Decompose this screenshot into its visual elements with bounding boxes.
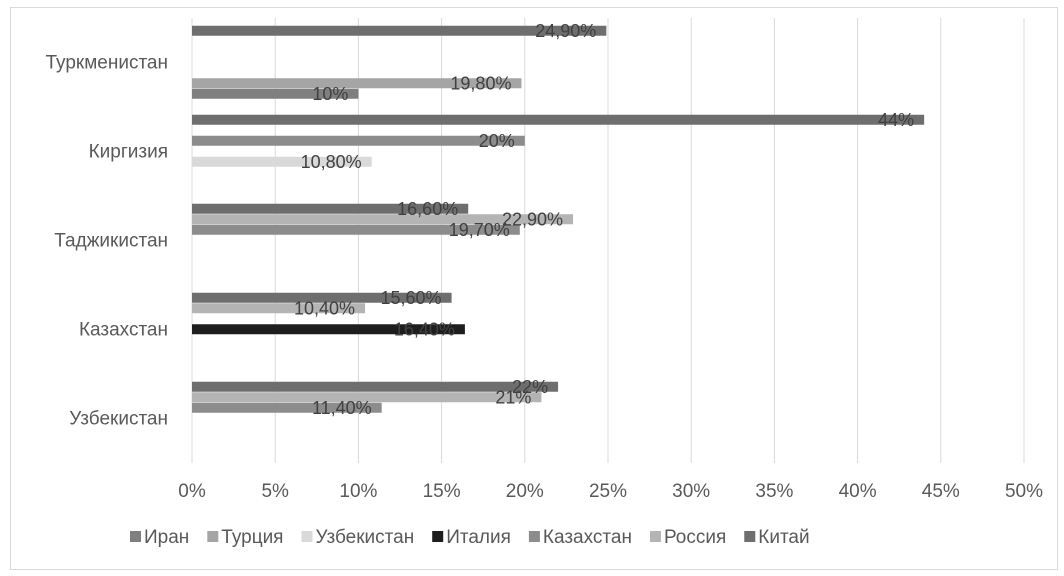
category-label: Казахстан xyxy=(79,320,168,341)
category-label: Туркменистан xyxy=(46,53,169,74)
bar xyxy=(192,303,366,314)
data-label: 15,60% xyxy=(381,288,442,308)
category-labels: Узбекистан Казахстан Таджикистан Киргизия Ту… xyxy=(46,53,169,430)
data-label: 21% xyxy=(495,388,531,408)
x-tick-labels: 0% 5% 10% 15% 20% 25% 30% 35% 40% 45% 50% xyxy=(178,481,1043,502)
legend-entry: Узбекистан xyxy=(315,527,414,548)
legend-swatch xyxy=(130,531,141,542)
x-tick-label: 10% xyxy=(339,481,377,502)
category-label: Таджикистан xyxy=(54,231,168,252)
data-label: 19,70% xyxy=(449,220,510,240)
data-label: 16,40% xyxy=(394,320,455,340)
legend-swatch xyxy=(528,531,540,542)
data-label: 22% xyxy=(512,377,548,397)
data-labels: 11,40% 21%22% 16,40% 10,40% 15,60% 19,70%22,9… xyxy=(294,21,914,418)
legend-entry: Иран xyxy=(144,527,189,548)
x-tick-label: 5% xyxy=(261,481,289,502)
legend-swatch xyxy=(207,531,219,542)
data-label: 11,40% xyxy=(312,398,372,418)
bars xyxy=(192,25,925,413)
legend: Иран Турция Узбекистан Италия Казахстан Росси… xyxy=(130,527,810,548)
data-label: 22,90% xyxy=(502,210,563,230)
x-tick-label: 15% xyxy=(423,481,461,502)
bar xyxy=(192,402,382,413)
data-label: 20% xyxy=(479,131,515,151)
x-tick-label: 45% xyxy=(922,481,960,502)
x-tick-label: 35% xyxy=(755,481,793,502)
legend-swatch xyxy=(432,531,444,542)
data-label: 44% xyxy=(878,110,914,130)
legend-entry: Казахстан xyxy=(543,527,632,548)
x-tick-label: 50% xyxy=(1005,481,1043,502)
x-tick-label: 25% xyxy=(589,481,627,502)
bar xyxy=(192,135,525,146)
x-tick-label: 0% xyxy=(178,481,206,502)
legend-entry: Италия xyxy=(446,527,511,548)
bar xyxy=(192,156,372,167)
data-label: 10% xyxy=(312,84,348,104)
legend-entry: Россия xyxy=(664,527,726,548)
bar xyxy=(192,25,607,36)
data-label: 10,80% xyxy=(301,152,362,172)
bar xyxy=(192,381,559,392)
bar xyxy=(192,214,574,225)
x-tick-label: 20% xyxy=(506,481,544,502)
legend-swatch xyxy=(744,531,756,542)
legend-entry: Китай xyxy=(758,527,809,548)
chart-frame xyxy=(10,7,1058,570)
x-tick-label: 40% xyxy=(839,481,877,502)
bar xyxy=(192,292,452,303)
bar xyxy=(192,88,359,99)
legend-swatch xyxy=(649,531,661,542)
bar xyxy=(192,224,520,235)
data-label: 24,90% xyxy=(535,21,596,41)
bar xyxy=(192,324,465,335)
legend-entry: Турция xyxy=(221,527,283,548)
category-label: Киргизия xyxy=(89,142,168,163)
legend-swatch xyxy=(301,531,313,542)
category-label: Узбекистан xyxy=(69,409,168,430)
data-label: 16,60% xyxy=(397,199,458,219)
bar xyxy=(192,392,542,403)
data-label: 19,80% xyxy=(450,74,511,94)
x-tick-label: 30% xyxy=(672,481,710,502)
bar xyxy=(192,114,925,125)
bar xyxy=(192,203,469,214)
bar xyxy=(192,78,522,89)
data-label: 10,40% xyxy=(294,299,355,319)
